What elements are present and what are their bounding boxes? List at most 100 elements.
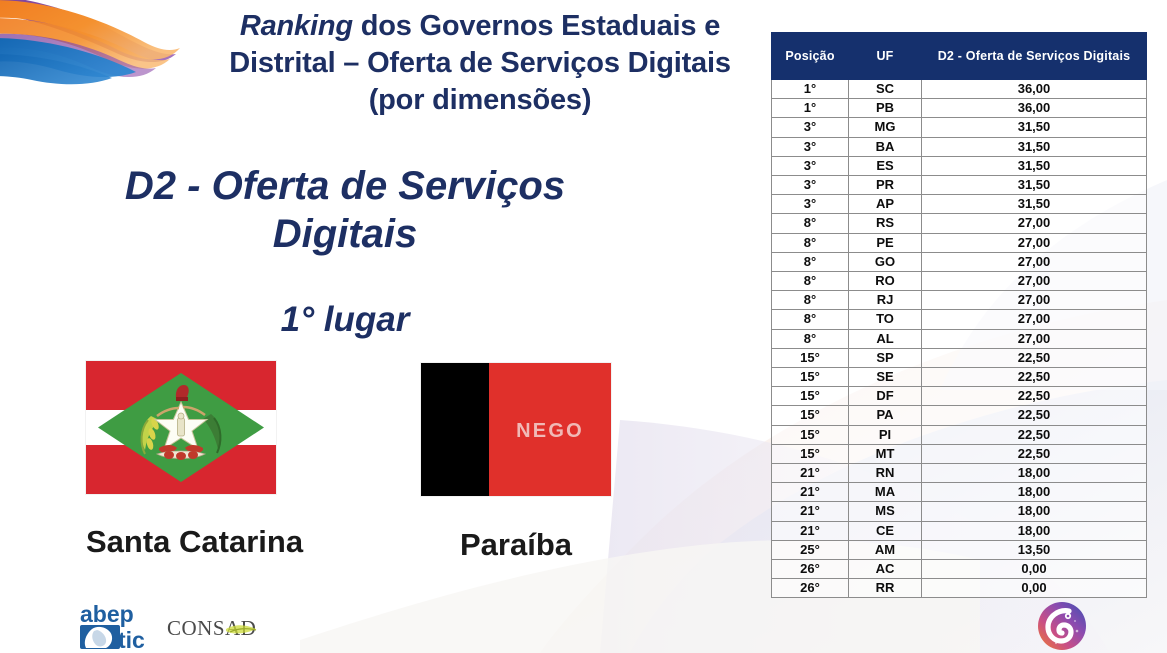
cell-uf: SE	[848, 367, 922, 388]
cell-uf: MA	[848, 482, 922, 503]
cell-uf: AC	[848, 559, 922, 580]
table-row: 8° GO 27,00	[771, 251, 1147, 273]
chameleon-logo-icon	[1038, 602, 1086, 650]
cell-posicao: 15°	[771, 424, 849, 445]
cell-valor: 18,00	[921, 501, 1147, 522]
cell-posicao: 8°	[771, 213, 849, 234]
table-row: 1° PB 36,00	[771, 98, 1147, 119]
cell-valor: 27,00	[921, 232, 1147, 253]
abep-logo-line1: abep	[80, 601, 134, 627]
consad-logo-icon: CONSAD	[167, 616, 257, 640]
cell-valor: 36,00	[921, 98, 1147, 119]
cell-posicao: 21°	[771, 520, 849, 541]
table-row: 21° CE 18,00	[771, 520, 1147, 541]
table-row: 26° AC 0,00	[771, 559, 1147, 580]
winner-caption-santa-catarina: Santa Catarina	[86, 524, 304, 559]
cell-uf: GO	[848, 251, 922, 273]
cell-posicao: 8°	[771, 232, 849, 253]
table-row: 15° SP 22,50	[771, 347, 1147, 369]
cell-posicao: 26°	[771, 578, 849, 599]
cell-valor: 0,00	[921, 578, 1147, 599]
cell-valor: 27,00	[921, 271, 1147, 292]
cell-valor: 22,50	[921, 367, 1147, 388]
cell-uf: CE	[848, 520, 922, 541]
santa-catarina-flag-icon	[86, 361, 276, 494]
cell-posicao: 3°	[771, 117, 849, 138]
cell-posicao: 15°	[771, 367, 849, 388]
cell-valor: 36,00	[921, 78, 1147, 100]
cell-uf: TO	[848, 309, 922, 330]
winner-caption-paraiba: Paraíba	[459, 527, 572, 562]
cell-valor: 27,00	[921, 213, 1147, 234]
cell-uf: PI	[848, 424, 922, 445]
table-row: 25° AM 13,50	[771, 539, 1147, 561]
cell-posicao: 21°	[771, 482, 849, 503]
ranking-table-body: 1° SC 36,00 1° PB 36,00 3° MG 31,50 3° BA 31,50 3° ES…	[771, 78, 1147, 599]
cell-uf: ES	[848, 155, 922, 177]
table-row: 15° SE 22,50	[771, 367, 1147, 388]
ranking-table-head: Posição UF D2 - Oferta de Serviços Digit…	[771, 32, 1147, 80]
title-line3: (por dimensões)	[368, 83, 592, 116]
cell-valor: 22,50	[921, 424, 1147, 445]
cell-valor: 18,00	[921, 520, 1147, 541]
ranking-table: Posição UF D2 - Oferta de Serviços Digit…	[771, 32, 1147, 599]
column-header-posicao: Posição	[771, 32, 849, 80]
table-row: 8° RJ 27,00	[771, 290, 1147, 311]
cell-posicao: 3°	[771, 175, 849, 196]
table-row: 3° BA 31,50	[771, 136, 1147, 157]
cell-uf: AM	[848, 539, 922, 561]
cell-valor: 31,50	[921, 117, 1147, 138]
cell-posicao: 8°	[771, 271, 849, 292]
cell-valor: 22,50	[921, 443, 1147, 465]
cell-posicao: 15°	[771, 405, 849, 426]
title-rest-line1: dos Governos Estaduais e	[352, 10, 721, 42]
cell-uf: RO	[848, 271, 922, 292]
table-row: 3° PR 31,50	[771, 175, 1147, 196]
cell-posicao: 25°	[771, 539, 849, 561]
cell-valor: 22,50	[921, 405, 1147, 426]
cell-valor: 0,00	[921, 559, 1147, 580]
place-label: 1° lugar	[280, 300, 410, 339]
abep-tic-logo-icon: abep tic	[80, 601, 145, 651]
cell-posicao: 8°	[771, 251, 849, 273]
column-header-uf: UF	[848, 32, 922, 80]
cell-posicao: 15°	[771, 347, 849, 369]
cell-posicao: 21°	[771, 463, 849, 484]
cell-uf: RN	[848, 463, 922, 484]
cell-uf: AL	[848, 328, 922, 349]
cell-uf: RJ	[848, 290, 922, 311]
cell-uf: PB	[848, 98, 922, 119]
cell-valor: 31,50	[921, 194, 1147, 215]
paraiba-flag-motto: NEGO	[516, 420, 584, 442]
table-row: 21° RN 18,00	[771, 463, 1147, 484]
ranking-table-header-row: Posição UF D2 - Oferta de Serviços Digit…	[771, 32, 1147, 80]
cell-posicao: 15°	[771, 386, 849, 407]
cell-uf: RR	[848, 578, 922, 599]
cell-valor: 27,00	[921, 251, 1147, 273]
cell-posicao: 8°	[771, 290, 849, 311]
table-row: 26° RR 0,00	[771, 578, 1147, 599]
table-row: 8° TO 27,00	[771, 309, 1147, 330]
table-row: 15° PA 22,50	[771, 405, 1147, 426]
cell-valor: 18,00	[921, 463, 1147, 484]
cell-uf: PE	[848, 232, 922, 253]
table-row: 8° AL 27,00	[771, 328, 1147, 349]
cell-uf: RS	[848, 213, 922, 234]
cell-valor: 31,50	[921, 155, 1147, 177]
title-line2: Distrital – Oferta de Serviços Digitais	[229, 46, 731, 79]
cell-uf: MG	[848, 117, 922, 138]
dimension-subtitle: D2 - Oferta de Serviços Digitais	[55, 162, 635, 258]
abep-logo-line2: tic	[118, 627, 145, 651]
cell-valor: 22,50	[921, 386, 1147, 407]
cell-uf: BA	[848, 136, 922, 157]
table-row: 8° PE 27,00	[771, 232, 1147, 253]
table-row: 8° RO 27,00	[771, 271, 1147, 292]
table-row: 8° RS 27,00	[771, 213, 1147, 234]
cell-valor: 22,50	[921, 347, 1147, 369]
cell-valor: 27,00	[921, 309, 1147, 330]
table-row: 3° AP 31,50	[771, 194, 1147, 215]
column-header-valor: D2 - Oferta de Serviços Digitais	[921, 32, 1147, 80]
cell-uf: DF	[848, 386, 922, 407]
cell-posicao: 3°	[771, 155, 849, 177]
